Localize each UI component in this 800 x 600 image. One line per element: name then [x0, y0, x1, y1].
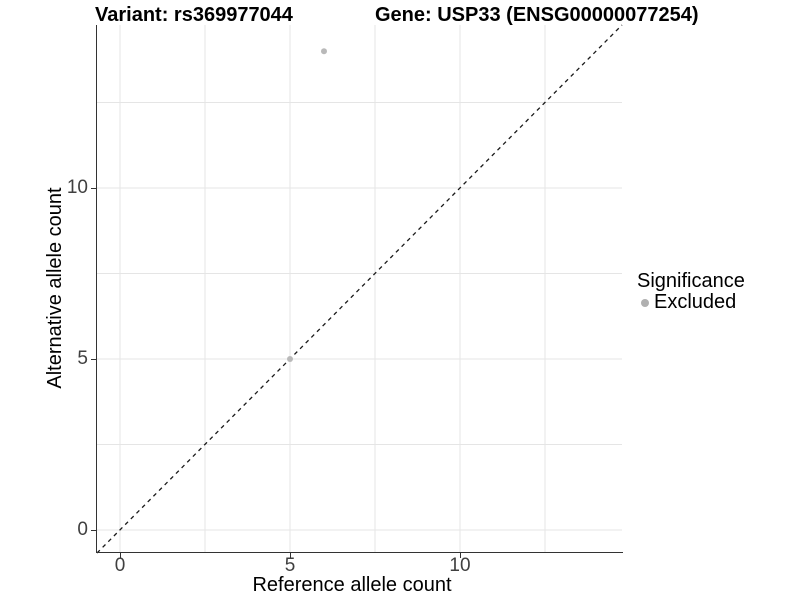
y-tick-mark	[91, 187, 97, 189]
plot-panel	[96, 24, 623, 554]
legend: Significance Excluded	[637, 270, 745, 313]
x-tick-label-0: 0	[114, 555, 126, 576]
y-tick-label-10: 10	[66, 177, 88, 198]
legend-item-excluded: Excluded	[637, 291, 745, 313]
data-point	[287, 356, 293, 362]
x-tick-mark	[459, 553, 461, 558]
plot-title-variant: Variant: rs369977044	[95, 4, 293, 26]
plot-canvas	[96, 24, 623, 554]
legend-point-icon	[641, 298, 649, 307]
y-axis-line	[96, 25, 98, 553]
x-axis-line	[96, 552, 623, 554]
y-tick-label-5: 5	[77, 348, 88, 369]
x-axis-title: Reference allele count	[252, 574, 452, 596]
plot-title-gene: Gene: USP33 (ENSG00000077254)	[375, 4, 699, 26]
y-axis-title: Alternative allele count	[44, 187, 66, 389]
x-tick-label-10: 10	[449, 555, 471, 576]
legend-key	[637, 294, 654, 311]
legend-title: Significance	[637, 270, 745, 292]
x-tick-label-5: 5	[284, 555, 296, 576]
legend-item-label: Excluded	[654, 291, 737, 313]
x-tick-mark	[289, 553, 291, 558]
x-tick-mark	[119, 553, 121, 558]
identity-line	[96, 24, 623, 554]
y-tick-mark	[91, 358, 97, 360]
y-tick-label-0: 0	[77, 519, 88, 540]
y-tick-mark	[91, 529, 97, 531]
data-point	[321, 48, 327, 55]
